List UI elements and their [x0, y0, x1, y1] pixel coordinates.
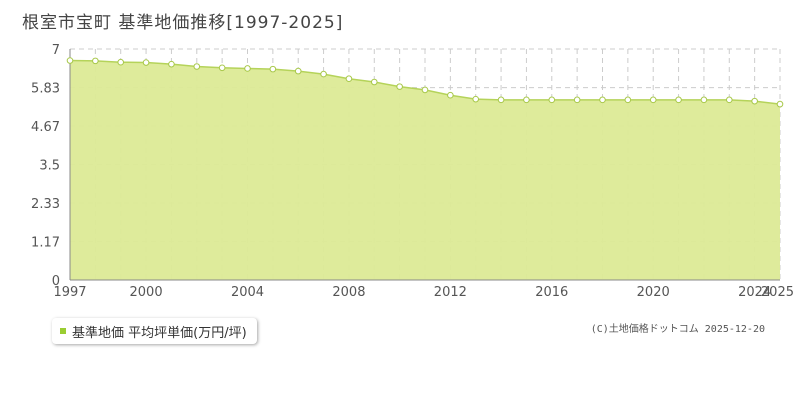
data-point	[269, 65, 277, 73]
x-tick-label: 2000	[130, 285, 163, 300]
axes	[69, 49, 780, 281]
data-point	[320, 70, 327, 78]
data-point	[370, 78, 378, 86]
y-tick-label: 0	[52, 274, 60, 289]
x-tick-label: 2008	[332, 285, 365, 300]
data-point	[776, 100, 784, 108]
y-tick-label: 3.5	[39, 159, 60, 174]
series-area	[69, 59, 781, 280]
x-tick-label: 2025	[761, 285, 794, 300]
chart-title: 根室市宝町 基準地価推移[1997-2025]	[22, 13, 344, 33]
series-area-fill	[70, 60, 780, 280]
data-point	[168, 60, 175, 68]
y-tick-label: 5.83	[31, 82, 60, 97]
data-point	[751, 97, 758, 105]
y-tick-label: 1.17	[31, 235, 60, 250]
data-point	[244, 65, 251, 72]
x-tick-label: 2020	[637, 285, 670, 300]
x-tick-label: 2012	[434, 285, 467, 300]
data-point	[725, 96, 733, 104]
data-point	[142, 59, 150, 66]
data-point	[573, 96, 581, 104]
legend-label: 基準地価 平均坪単価(万円/坪)	[72, 325, 247, 341]
series-markers	[66, 57, 784, 108]
data-point	[396, 83, 403, 90]
data-point	[345, 75, 353, 82]
data-point	[421, 86, 429, 94]
data-point	[523, 96, 530, 104]
y-tick-label: 4.67	[31, 120, 60, 135]
data-point	[599, 96, 606, 104]
data-point	[193, 63, 201, 70]
x-tick-label: 2016	[535, 285, 568, 300]
legend: 基準地価 平均坪単価(万円/坪)	[52, 318, 257, 344]
x-tick-label: 2024	[738, 285, 771, 300]
copyright-text: (C)土地価格ドットコム 2025-12-20	[590, 324, 765, 335]
data-point	[218, 64, 226, 72]
data-point	[66, 57, 74, 64]
data-point	[497, 96, 505, 104]
data-point	[649, 96, 657, 104]
data-point	[472, 95, 480, 103]
y-tick-label: 7	[52, 43, 60, 58]
x-tick-label: 2004	[231, 285, 264, 300]
legend-marker-icon	[60, 328, 66, 334]
data-point	[624, 96, 632, 104]
x-tick-label: 1997	[53, 285, 86, 300]
data-point	[700, 96, 708, 104]
area-chart: 0 1.17 2.33 3.5 4.67 5.83 7 1997 2000 2004 2008 201…	[31, 43, 794, 300]
data-point	[447, 91, 454, 99]
tick-labels: 0 1.17 2.33 3.5 4.67 5.83 7 1997 2000 2004 2008 201…	[31, 43, 794, 300]
y-tick-label: 2.33	[31, 197, 60, 212]
data-point	[548, 96, 556, 104]
data-point	[675, 96, 682, 104]
data-point	[92, 57, 99, 65]
data-point	[117, 58, 125, 66]
data-point	[294, 67, 302, 75]
